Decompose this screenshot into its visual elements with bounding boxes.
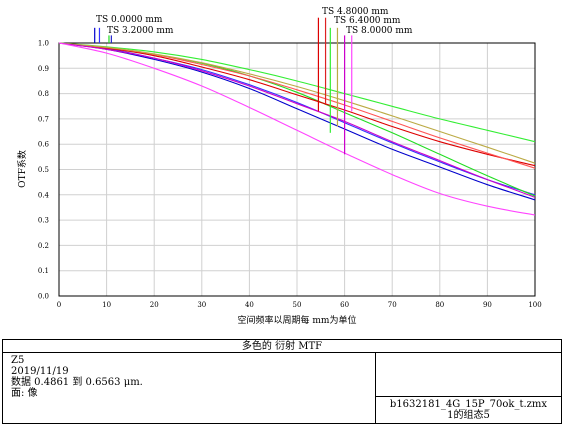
x-tick-label: 0 [57,301,61,309]
legend-label-ts-3-2: TS 3.2000 mm [107,26,174,36]
x-tick-label: 40 [245,301,254,309]
mtf-curve [58,42,536,164]
y-tick-label: 0.0 [38,293,49,301]
x-tick-label: 50 [293,301,302,309]
footer-config: 1的组态5 [447,410,490,421]
mtf-curve [58,42,536,201]
mtf-curve [58,42,536,143]
y-tick-label: 0.7 [38,115,49,123]
footer-title: 多色的 衍射 MTF [241,341,323,352]
x-tick-label: 80 [435,301,444,309]
x-tick-label: 30 [197,301,206,309]
legend-markers [94,17,353,155]
legend-label-ts-6-4: TS 6.4000 mm [334,16,401,26]
legend-label-ts-8: TS 8.0000 mm [346,26,413,36]
mtf-curve [58,42,536,198]
y-tick-label: 0.2 [38,242,49,250]
mtf-curve [58,42,536,167]
footer-info-line-4: 面: 像 [11,388,38,399]
plot-frame [58,42,536,297]
footer-info-line-1: Z5 [11,355,25,366]
legend-labels: TS 0.0000 mm TS 3.2000 mm TS 4.8000 mm T… [96,7,413,36]
footer-info-line-3: 数据 0.4861 到 0.6563 μm. [11,377,143,388]
footer-panel: 多色的 衍射 MTF Z5 2019/11/19 数据 0.4861 到 0.6… [2,339,562,424]
x-tick-labels: 0 10 20 30 40 50 60 70 80 90 100 [57,301,542,309]
y-tick-label: 0.5 [38,166,49,174]
legend-label-ts-0: TS 0.0000 mm [96,15,163,25]
mtf-curves [58,42,536,216]
y-tick-label: 0.1 [38,267,49,275]
footer-info-box: Z5 2019/11/19 数据 0.4861 到 0.6563 μm. 面: … [2,352,376,424]
y-tick-label: 0.3 [38,217,49,225]
footer-file-box-top [375,352,562,397]
mtf-chart: 0 10 20 30 40 50 60 70 80 90 100 0.00.10.20.30.40.… [16,7,542,326]
x-tick-label: 20 [150,301,159,309]
footer-file-box: b1632181_4G_15P_70ok_t.zmx 1的组态5 [375,396,562,424]
x-tick-label: 60 [340,301,349,309]
y-tick-label: 0.8 [38,90,49,98]
footer-file-name: b1632181_4G_15P_70ok_t.zmx [389,399,548,410]
x-tick-label: 100 [528,301,541,309]
x-tick-label: 10 [102,301,111,309]
y-axis-label: OTF系数 [16,150,28,188]
x-tick-label: 90 [483,301,492,309]
footer-title-box: 多色的 衍射 MTF [2,339,562,353]
mtf-curve [58,42,536,216]
legend-label-ts-4-8: TS 4.8000 mm [322,7,389,17]
y-tick-labels: 0.0 0.1 0.2 0.3 0.4 0.5 0.6 0.7 0.8 0.9 1.0 [38,40,50,301]
y-tick-label: 0.4 [38,191,50,199]
y-tick-label: 0.6 [38,141,50,149]
x-tick-label: 70 [388,301,397,309]
y-tick-label: 0.9 [38,65,49,73]
footer-info-line-2: 2019/11/19 [11,366,69,377]
x-axis-label: 空间频率以周期每 mm为单位 [238,314,357,326]
y-tick-label: 1.0 [38,40,49,48]
